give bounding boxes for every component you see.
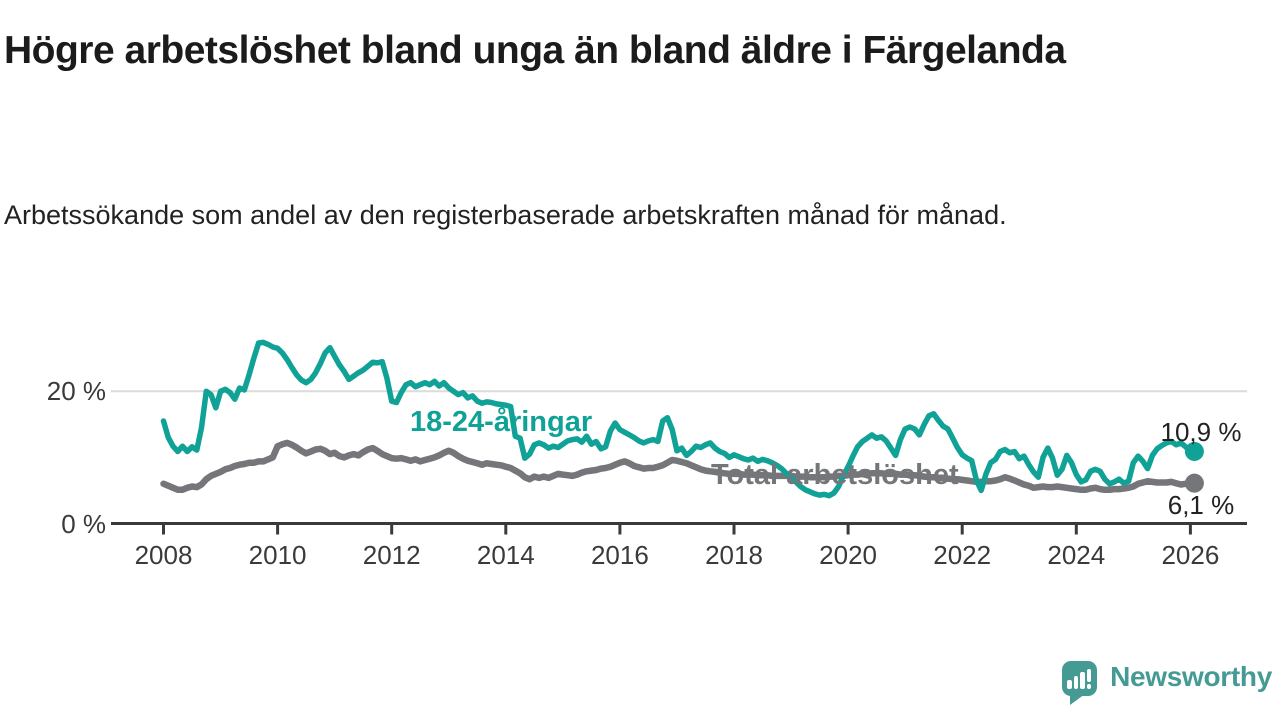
y-tick-label: 20 % — [46, 376, 106, 407]
series-label-young: 18-24-åringar — [410, 406, 593, 438]
x-tick-label: 2022 — [933, 540, 992, 570]
end-dot-young — [1184, 441, 1204, 461]
page-title: Högre arbetslöshet bland unga än bland ä… — [4, 29, 1066, 72]
x-tick-label: 2016 — [590, 540, 649, 570]
end-dot-total — [1184, 473, 1204, 493]
x-tick-label: 2012 — [362, 540, 421, 570]
line-total-arbetsloshet — [160, 439, 1194, 494]
x-tick-label: 2008 — [134, 540, 193, 570]
x-tick-label: 2010 — [248, 540, 307, 570]
y-tick-label: 0 % — [61, 508, 106, 539]
x-tick-label: 2020 — [819, 540, 878, 570]
chart-subtitle: Arbetssökande som andel av den registerb… — [4, 200, 1007, 230]
x-tick-label: 2026 — [1161, 540, 1220, 570]
x-tick-label: 2024 — [1047, 540, 1106, 570]
newsworthy-logo: Newsworthy — [1062, 653, 1272, 705]
series-label-total: Total arbetslöshet — [711, 459, 959, 491]
newsworthy-bubble-icon — [1062, 660, 1098, 705]
x-tick-label: 2014 — [476, 540, 535, 570]
line-18-24-aringar — [160, 339, 1194, 499]
x-tick-label: 2018 — [705, 540, 763, 570]
end-value-label-total: 6,1 % — [1167, 490, 1235, 520]
end-value-label-young: 10,9 % — [1160, 417, 1242, 447]
newsworthy-wordmark: Newsworthy — [1110, 661, 1272, 692]
